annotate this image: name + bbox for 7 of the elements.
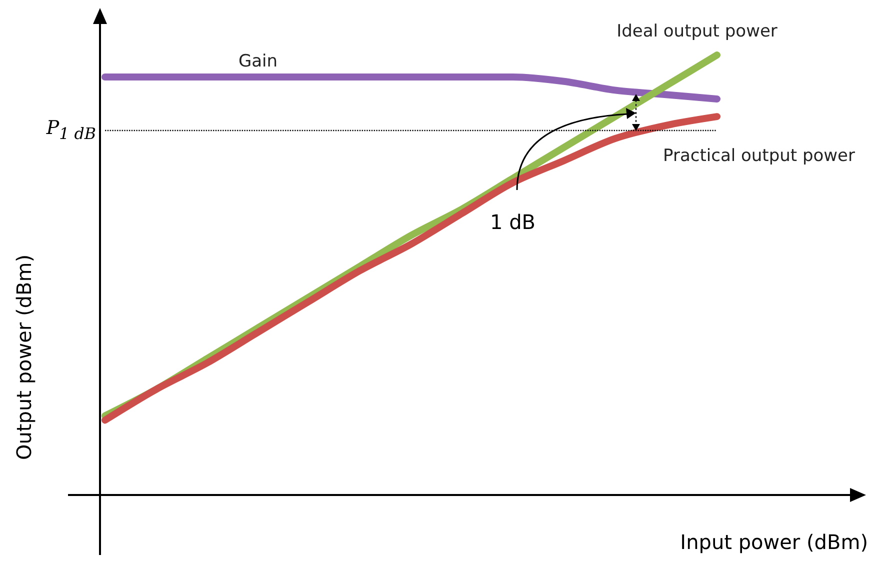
ref-line-label: P$_{1 dB}$ bbox=[46, 116, 96, 145]
series-label: Gain bbox=[238, 52, 278, 72]
series-label: Practical output power bbox=[662, 146, 856, 166]
series-label: Ideal output power bbox=[616, 22, 778, 42]
y-axis-title: Output power (dBm) bbox=[12, 254, 36, 460]
annotation: 1 dB bbox=[490, 210, 536, 234]
x-axis-title: Input power (dBm) bbox=[680, 530, 868, 554]
